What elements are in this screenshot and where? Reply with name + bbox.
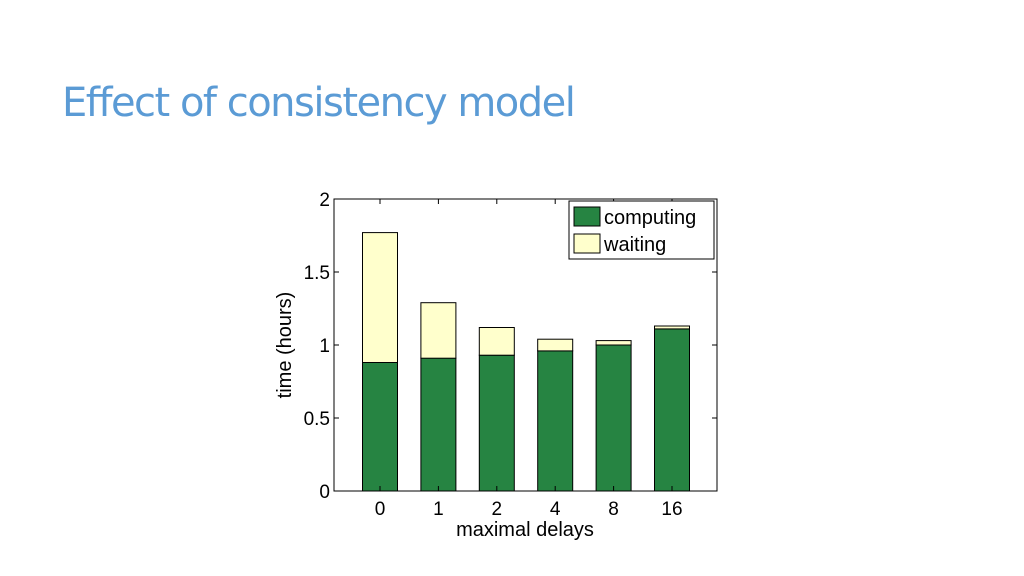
bar-waiting-0: [362, 232, 398, 363]
bar-waiting-8: [595, 340, 632, 346]
y-axis-label: time (hours): [274, 292, 296, 399]
bar-computing-2: [478, 354, 515, 492]
y-ticks-group: 0 0.5 1 1.5 2: [304, 190, 717, 503]
x-tick-label: 0: [375, 499, 386, 520]
legend: computing waiting: [568, 200, 715, 260]
x-axis-label: maximal delays: [456, 519, 594, 541]
x-tick-label: 16: [661, 499, 682, 520]
x-tick-label: 2: [492, 499, 503, 520]
bar-waiting-4: [537, 338, 574, 352]
legend-label-computing: computing: [604, 207, 696, 229]
bar-waiting-1: [420, 302, 457, 359]
legend-label-waiting: waiting: [603, 234, 666, 256]
bar-computing-16: [654, 328, 690, 492]
x-tick-label: 1: [433, 499, 444, 520]
bar-computing-4: [537, 350, 574, 492]
y-tick-label: 1.5: [304, 263, 330, 284]
bar-waiting-16: [654, 325, 690, 330]
legend-swatch-computing: [573, 206, 601, 227]
bar-computing-8: [595, 344, 632, 492]
bar-waiting-2: [478, 327, 515, 356]
y-tick-label: 0.5: [304, 409, 330, 430]
y-tick-label: 1: [319, 336, 330, 357]
x-ticks-group: 0 1 2 4 8 16: [375, 199, 683, 520]
x-tick-label: 8: [608, 499, 619, 520]
x-tick-label: 4: [550, 499, 561, 520]
y-tick-label: 2: [319, 190, 330, 211]
bars-group: [362, 232, 690, 492]
bar-computing-1: [420, 357, 457, 492]
bar-computing-0: [362, 362, 398, 492]
y-tick-label: 0: [319, 482, 330, 503]
legend-swatch-waiting: [573, 233, 601, 254]
slide-title: Effect of consistency model: [62, 80, 576, 126]
